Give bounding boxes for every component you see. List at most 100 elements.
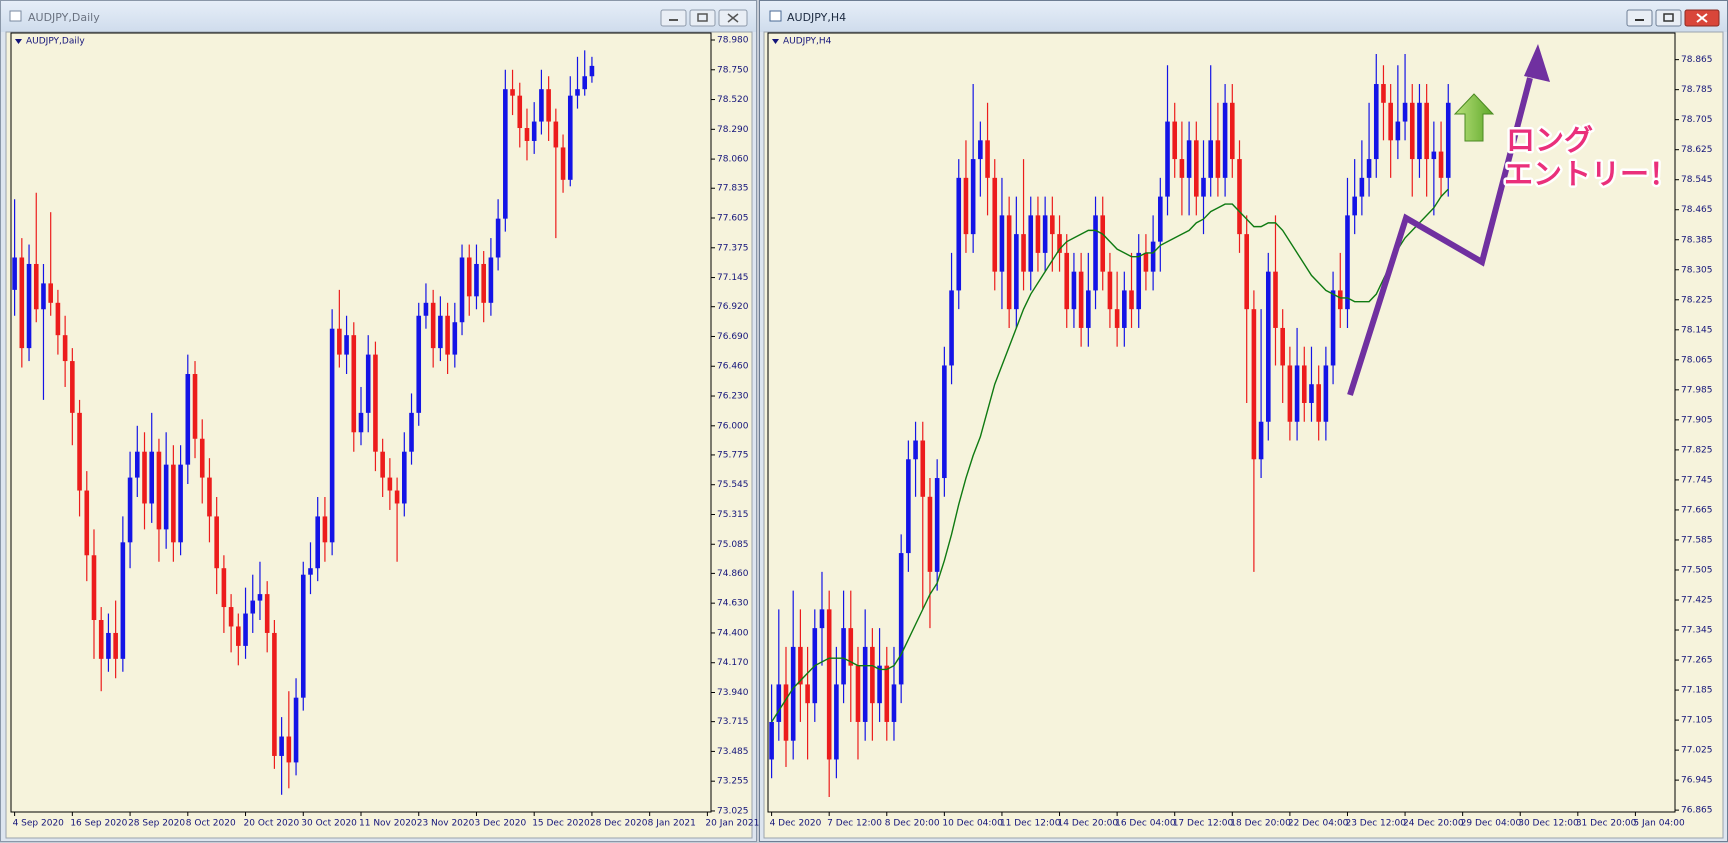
candle-body xyxy=(978,140,983,160)
candle-body xyxy=(560,147,566,180)
candle-body xyxy=(250,600,256,614)
y-tick-label: 78.545 xyxy=(1681,175,1713,185)
candle-body xyxy=(884,665,890,722)
candle-body xyxy=(394,490,400,504)
candle-body xyxy=(1251,309,1257,460)
candle-body xyxy=(826,609,832,760)
y-tick-label: 74.630 xyxy=(717,599,749,609)
y-tick-label: 73.715 xyxy=(717,717,749,727)
window-controls[interactable] xyxy=(1626,9,1720,27)
candle-body xyxy=(19,257,25,349)
candle-body xyxy=(1366,159,1372,178)
x-tick-label: 11 Nov 2020 xyxy=(359,819,417,829)
chart-symbol-label: AUDJPY,Daily xyxy=(26,37,85,47)
candle-body xyxy=(423,302,429,316)
minimize-button[interactable] xyxy=(1626,9,1653,27)
y-tick-label: 78.705 xyxy=(1681,115,1713,125)
candle-body xyxy=(539,89,544,122)
symbol-menu-arrow[interactable] xyxy=(772,39,779,44)
candle-body xyxy=(192,374,198,439)
y-tick-label: 78.785 xyxy=(1681,85,1713,95)
candle-body xyxy=(163,464,169,530)
candle-body xyxy=(927,496,933,572)
candle-body xyxy=(985,140,990,178)
x-tick-label: 18 Dec 20:00 xyxy=(1230,819,1291,829)
chart-area xyxy=(763,31,1724,839)
candle-body xyxy=(1345,215,1350,310)
candle-body xyxy=(156,451,162,530)
candle-body xyxy=(1093,215,1098,291)
candle-body xyxy=(1136,252,1142,310)
candle-body xyxy=(503,89,508,219)
minimize-button[interactable] xyxy=(660,9,687,27)
candle-body xyxy=(337,328,342,355)
candle-body xyxy=(430,302,436,349)
candle-body xyxy=(214,516,219,569)
y-tick-label: 78.385 xyxy=(1681,235,1713,245)
candle-body xyxy=(365,354,371,413)
x-tick-label: 8 Dec 20:00 xyxy=(885,819,940,829)
y-tick-label: 78.225 xyxy=(1681,295,1713,305)
window-controls[interactable] xyxy=(660,9,748,27)
y-tick-label: 76.945 xyxy=(1681,776,1713,786)
candle-body xyxy=(942,365,947,479)
candle-body xyxy=(510,89,515,96)
candle-body xyxy=(12,257,17,290)
candle-body xyxy=(1201,177,1206,197)
candle-body xyxy=(1301,365,1307,403)
y-tick-label: 76.690 xyxy=(717,332,749,342)
close-icon xyxy=(727,13,739,23)
candle-body xyxy=(848,628,854,666)
candle-body xyxy=(300,574,306,698)
y-tick-label: 77.265 xyxy=(1681,656,1713,666)
candle-body xyxy=(1057,234,1062,253)
candle-body xyxy=(1273,271,1278,328)
candle-body xyxy=(790,646,796,741)
x-tick-label: 22 Dec 04:00 xyxy=(1288,819,1349,829)
x-tick-label: 16 Dec 04:00 xyxy=(1115,819,1176,829)
y-tick-label: 73.025 xyxy=(717,806,749,816)
maximize-button[interactable] xyxy=(689,9,716,27)
maximize-button[interactable] xyxy=(1655,9,1682,27)
candle-body xyxy=(481,263,486,303)
y-tick-label: 76.230 xyxy=(717,392,749,402)
y-tick-label: 78.980 xyxy=(717,35,749,45)
y-tick-label: 78.065 xyxy=(1681,355,1713,365)
y-tick-label: 75.315 xyxy=(717,510,749,520)
candle-body xyxy=(1395,121,1401,141)
y-tick-label: 77.825 xyxy=(1681,445,1713,455)
y-tick-label: 77.605 xyxy=(717,214,749,224)
candle-body xyxy=(1359,177,1365,197)
candle-body xyxy=(1280,327,1285,366)
candle-body xyxy=(409,412,414,452)
candle-body xyxy=(199,438,205,478)
candle-body xyxy=(33,263,39,310)
candle-body xyxy=(474,263,479,297)
x-tick-label: 28 Dec 2020 xyxy=(590,819,648,829)
y-tick-label: 77.375 xyxy=(717,243,749,253)
candle-body xyxy=(891,684,897,722)
candle-body xyxy=(1417,102,1422,160)
minimize-icon xyxy=(1635,19,1644,21)
candle-body xyxy=(77,412,82,491)
y-tick-label: 74.400 xyxy=(717,628,749,638)
candle-body xyxy=(171,464,176,543)
candle-body xyxy=(41,283,46,310)
candle-body xyxy=(834,684,839,760)
y-tick-label: 78.520 xyxy=(717,95,749,105)
y-tick-label: 77.665 xyxy=(1681,505,1713,515)
candle-body xyxy=(178,464,183,543)
symbol-menu-arrow[interactable] xyxy=(15,39,22,44)
candle-body xyxy=(1388,102,1393,141)
candle-body xyxy=(1035,215,1041,253)
candle-body xyxy=(956,177,962,291)
candle-body xyxy=(589,65,595,77)
candle-body xyxy=(970,159,976,235)
y-tick-label: 77.985 xyxy=(1681,385,1713,395)
y-tick-label: 76.460 xyxy=(717,362,749,372)
candle-body xyxy=(567,95,573,180)
candle-body xyxy=(1086,290,1091,328)
window-icon xyxy=(769,10,782,22)
